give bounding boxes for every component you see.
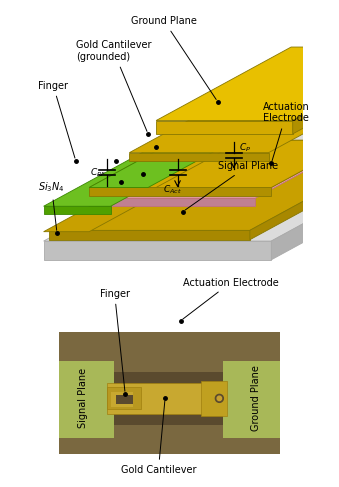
Text: Signal Plane: Signal Plane	[185, 161, 278, 210]
Bar	[107, 383, 223, 414]
Bar	[111, 392, 116, 407]
Polygon shape	[49, 230, 250, 240]
Bar	[107, 372, 232, 425]
Polygon shape	[89, 187, 271, 195]
Polygon shape	[89, 140, 235, 187]
Text: Ground Plane: Ground Plane	[251, 365, 261, 431]
Polygon shape	[129, 105, 339, 152]
Bar	[107, 387, 141, 410]
Text: Actuation
Electrode: Actuation Electrode	[263, 102, 310, 161]
Polygon shape	[89, 140, 339, 187]
Polygon shape	[271, 110, 339, 260]
Text: $C_{Act}$: $C_{Act}$	[163, 184, 182, 196]
Polygon shape	[49, 151, 339, 230]
Bar	[223, 361, 280, 438]
Text: Ground Plane: Ground Plane	[131, 16, 216, 99]
Circle shape	[217, 396, 222, 401]
Text: Finger: Finger	[100, 289, 129, 391]
Polygon shape	[44, 141, 231, 206]
Circle shape	[215, 394, 223, 402]
Text: $Si_3N_4$: $Si_3N_4$	[38, 181, 65, 230]
Bar	[59, 361, 114, 438]
Text: $C_P$: $C_P$	[239, 141, 251, 153]
Polygon shape	[293, 47, 339, 134]
Text: Signal Plane: Signal Plane	[78, 368, 88, 429]
Polygon shape	[44, 110, 339, 241]
Polygon shape	[95, 159, 327, 198]
Text: Gold Cantilever
(grounded): Gold Cantilever (grounded)	[76, 40, 151, 131]
Polygon shape	[234, 143, 339, 182]
Text: $C_{RF}$: $C_{RF}$	[91, 167, 107, 179]
Polygon shape	[156, 140, 339, 187]
Bar	[111, 392, 133, 407]
Polygon shape	[44, 241, 271, 260]
Polygon shape	[250, 151, 339, 240]
Polygon shape	[156, 120, 293, 134]
Text: Finger: Finger	[38, 81, 75, 158]
Bar	[111, 392, 133, 395]
Text: Gold Cantilever: Gold Cantilever	[121, 401, 196, 475]
Text: Actuation Electrode: Actuation Electrode	[183, 278, 279, 319]
Bar	[201, 381, 227, 416]
Polygon shape	[44, 153, 234, 232]
Bar	[59, 332, 280, 454]
Bar	[111, 404, 133, 407]
Polygon shape	[44, 206, 111, 214]
Polygon shape	[156, 47, 339, 120]
Polygon shape	[95, 198, 255, 206]
Polygon shape	[129, 152, 268, 161]
